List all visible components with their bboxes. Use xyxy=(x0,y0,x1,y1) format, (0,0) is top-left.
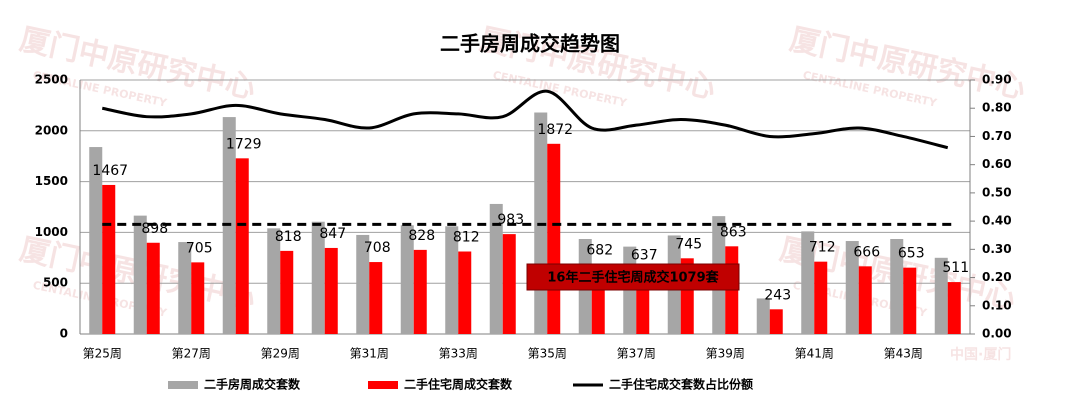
bar xyxy=(133,215,147,334)
x-tick-label: 第27周 xyxy=(172,347,211,361)
bar xyxy=(445,226,459,334)
y-tick-label: 500 xyxy=(43,276,68,290)
data-label: 682 xyxy=(586,243,613,259)
bar xyxy=(858,266,872,334)
data-label: 666 xyxy=(853,244,880,260)
data-label: 511 xyxy=(942,260,969,276)
legend-label: 二手房周成交套数 xyxy=(204,377,301,392)
bar xyxy=(89,147,103,334)
bar xyxy=(547,143,561,334)
y2-tick-label: 0.60 xyxy=(982,157,1012,171)
y2-tick-label: 0.30 xyxy=(982,242,1012,256)
y2-tick-label: 0.40 xyxy=(982,214,1012,228)
y2-tick-label: 0.10 xyxy=(982,298,1012,312)
data-label: 847 xyxy=(319,226,346,242)
bar xyxy=(324,247,338,334)
data-label: 818 xyxy=(275,229,302,245)
bar xyxy=(235,158,249,334)
line xyxy=(101,89,949,150)
data-label: 708 xyxy=(364,240,391,256)
bar xyxy=(801,231,815,334)
x-tick-label: 第25周 xyxy=(83,347,122,361)
bar xyxy=(178,242,192,334)
bar xyxy=(458,251,472,334)
data-label: 898 xyxy=(141,221,168,237)
y-tick-label: 1500 xyxy=(35,174,68,188)
bar xyxy=(267,228,281,334)
data-label: 745 xyxy=(675,236,702,252)
x-tick-label: 第33周 xyxy=(439,347,478,361)
y-tick-label: 1000 xyxy=(35,225,68,239)
data-label: 983 xyxy=(497,212,524,228)
bar xyxy=(280,250,294,334)
legend-label: 二手住宅成交套数占比份额 xyxy=(609,377,753,392)
y2-tick-label: 0.70 xyxy=(982,129,1012,143)
data-label: 243 xyxy=(764,287,791,303)
bar xyxy=(400,225,414,334)
bar xyxy=(146,242,160,334)
data-label: 1467 xyxy=(92,163,128,179)
y2-tick-label: 0.90 xyxy=(982,73,1012,87)
x-tick-label: 第31周 xyxy=(350,347,389,361)
data-label: 712 xyxy=(809,240,836,256)
data-label: 828 xyxy=(408,228,435,244)
y2-tick-label: 0.00 xyxy=(982,327,1012,341)
data-label: 812 xyxy=(453,230,480,246)
y-tick-label: 2000 xyxy=(35,123,68,137)
watermark-place: 中国·厦门 xyxy=(950,346,1011,363)
bar xyxy=(502,234,516,334)
reference-box xyxy=(526,263,740,291)
bar xyxy=(102,184,116,334)
data-label: 637 xyxy=(631,247,658,263)
bar xyxy=(814,261,828,334)
bar xyxy=(191,262,205,334)
legend-label: 二手住宅周成交套数 xyxy=(404,377,513,392)
data-label: 653 xyxy=(898,246,925,262)
legend-swatch xyxy=(168,381,198,389)
bar xyxy=(489,203,503,334)
bar xyxy=(890,239,904,334)
bar xyxy=(845,241,859,334)
x-tick-label: 第43周 xyxy=(884,347,923,361)
bar xyxy=(903,267,917,334)
x-tick-label: 第41周 xyxy=(795,347,834,361)
bar xyxy=(934,257,948,334)
chart-title: 二手房周成交趋势图 xyxy=(440,32,620,56)
x-tick-label: 第37周 xyxy=(617,347,656,361)
bar xyxy=(413,249,427,334)
data-label: 705 xyxy=(186,240,213,256)
y2-tick-label: 0.20 xyxy=(982,270,1012,284)
x-tick-label: 第29周 xyxy=(261,347,300,361)
reference-label: 16年二手住宅周成交1079套 xyxy=(547,270,719,286)
x-tick-label: 第35周 xyxy=(528,347,567,361)
data-label: 1729 xyxy=(226,136,262,152)
bar xyxy=(369,262,383,334)
bar xyxy=(947,282,961,334)
bar xyxy=(311,221,325,334)
bar xyxy=(769,309,783,334)
x-tick-label: 第39周 xyxy=(706,347,745,361)
bar xyxy=(756,298,770,334)
y2-tick-label: 0.80 xyxy=(982,101,1012,115)
bar xyxy=(356,234,370,334)
data-label: 863 xyxy=(720,224,747,240)
y-tick-label: 0 xyxy=(60,327,68,341)
y2-tick-label: 0.50 xyxy=(982,185,1012,199)
data-label: 1872 xyxy=(537,122,573,138)
y-tick-label: 2500 xyxy=(35,73,68,87)
legend-swatch xyxy=(368,381,398,389)
